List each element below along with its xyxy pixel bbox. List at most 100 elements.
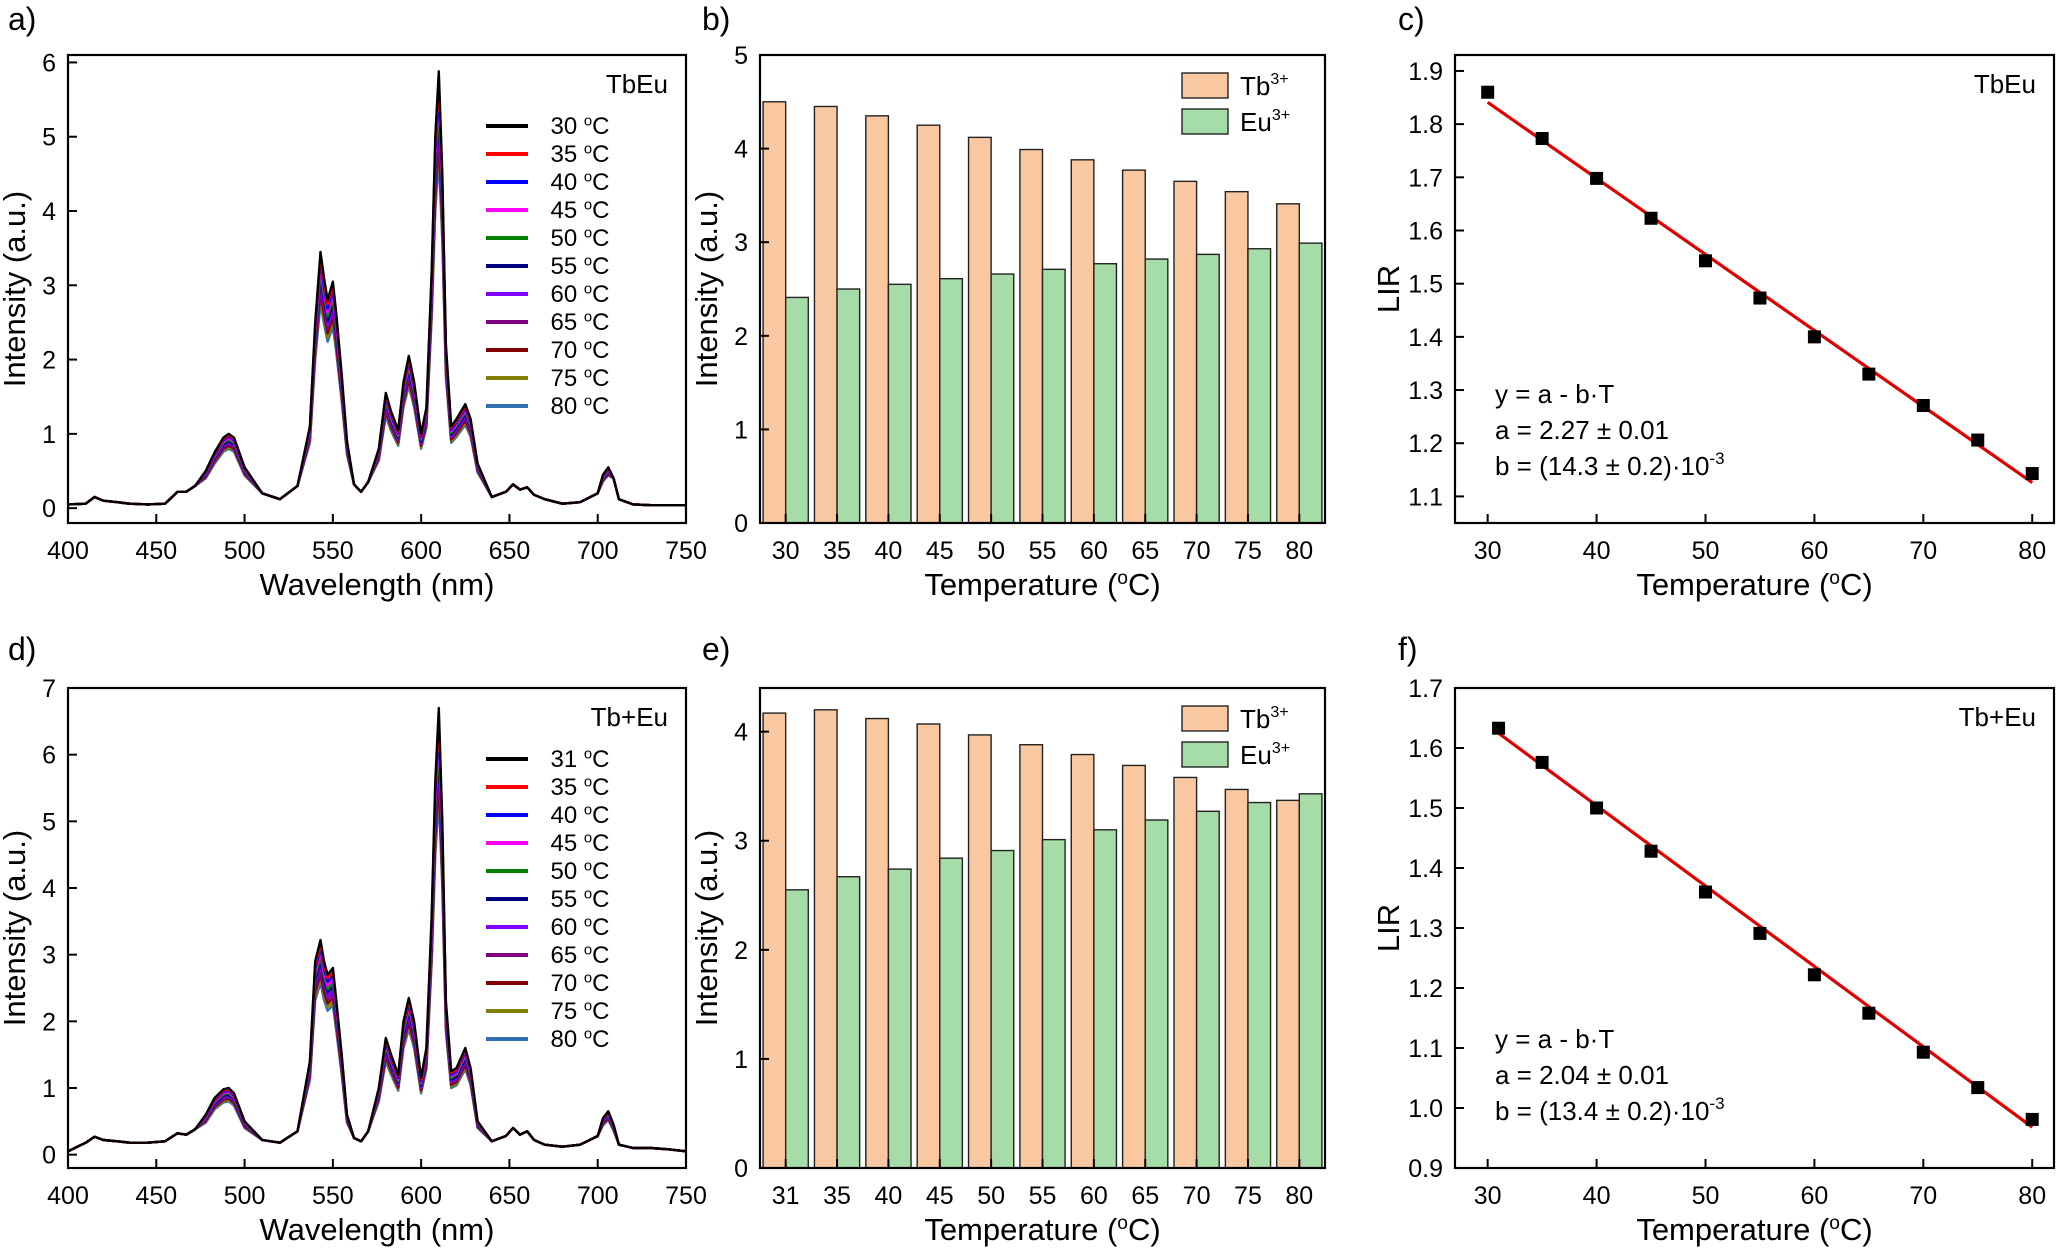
x-tick-label: 80	[1285, 537, 1313, 565]
legend-label-degree: o	[584, 338, 592, 354]
x-tick-label: 500	[224, 1182, 266, 1210]
equation-exponent: -3	[1709, 449, 1724, 468]
legend-label: 35 oC	[551, 774, 610, 801]
x-tick-label: 31	[772, 1182, 800, 1210]
legend-label: 31 oC	[551, 746, 610, 773]
legend-label: Eu3+	[1240, 740, 1290, 770]
x-tick-label: 40	[1583, 537, 1611, 565]
y-tick-label: 5	[734, 42, 748, 70]
legend-label: 50 oC	[551, 858, 610, 885]
legend-label-part: C	[592, 858, 609, 885]
legend-label-part: 45	[551, 197, 584, 224]
x-tick-label: 75	[1234, 1182, 1262, 1210]
legend-label-part: C	[592, 998, 609, 1025]
panel-letter: f)	[1398, 631, 1418, 667]
y-tick-label: 0	[42, 495, 56, 523]
x-tick-label: 650	[489, 537, 531, 565]
x-axis-label-part: Temperature (	[924, 567, 1118, 602]
x-tick-label: 50	[1692, 1182, 1720, 1210]
x-tick-label: 600	[400, 1182, 442, 1210]
legend-label: 65 oC	[551, 309, 610, 336]
bar-eu	[1298, 793, 1323, 1169]
y-tick-label: 1.1	[1408, 1035, 1443, 1063]
bar-eu	[1093, 829, 1118, 1169]
y-tick-label: 2	[42, 347, 56, 375]
x-tick-label: 45	[926, 1182, 954, 1210]
legend-label-part: C	[592, 197, 609, 224]
bar-tb	[1224, 788, 1249, 1169]
legend-label-part: C	[592, 746, 609, 773]
legend-label-part: C	[592, 309, 609, 336]
y-tick-label: 4	[734, 719, 748, 747]
bar-eu	[1247, 248, 1272, 524]
bar-eu	[939, 857, 964, 1169]
legend-superscript: 3+	[1272, 107, 1290, 124]
y-tick-label: 2	[42, 1008, 56, 1036]
legend-label-part: 70	[551, 337, 584, 364]
data-point	[1644, 211, 1658, 225]
y-tick-label: 3	[734, 229, 748, 257]
legend-label-part: C	[592, 802, 609, 829]
bar-eu	[1144, 819, 1169, 1169]
x-tick-label: 400	[47, 1182, 89, 1210]
legend-label-degree: o	[584, 198, 592, 214]
x-tick-label: 400	[47, 537, 89, 565]
x-tick-label: 65	[1131, 1182, 1159, 1210]
legend-label-part: 65	[551, 309, 584, 336]
bar-tb	[1019, 744, 1044, 1169]
y-tick-label: 1	[42, 1075, 56, 1103]
bar-eu	[1195, 253, 1220, 524]
legend-superscript: 3+	[1270, 704, 1288, 721]
bar-tb	[967, 734, 992, 1169]
legend-label-part: 60	[551, 281, 584, 308]
bar-tb	[1224, 190, 1249, 524]
bar-eu	[887, 868, 912, 1169]
y-tick-label: 1	[734, 1046, 748, 1074]
equation-text: b = (13.4 ± 0.2)·10	[1495, 1096, 1709, 1126]
legend-swatch	[1181, 741, 1229, 768]
legend-label-part: C	[592, 774, 609, 801]
bar-tb	[813, 105, 838, 524]
x-axis-label-degree: o	[1829, 568, 1840, 589]
legend-label-part: C	[592, 970, 609, 997]
data-point	[1971, 1081, 1985, 1095]
bar-eu	[836, 876, 861, 1169]
plot-frame	[758, 686, 1327, 1170]
equation-line: y = a - b·T	[1495, 1024, 1614, 1054]
panel-letter: d)	[8, 631, 36, 667]
series-line	[67, 706, 687, 1153]
legend-label-part: 31	[551, 746, 584, 773]
y-tick-label: 1.9	[1408, 58, 1443, 86]
legend-label: 60 oC	[551, 281, 610, 308]
legend-label-part: 50	[551, 858, 584, 885]
legend-label-part: 75	[551, 365, 584, 392]
x-axis-label-part: C)	[1840, 567, 1873, 602]
bar-eu	[990, 273, 1015, 524]
equation-line: b = (13.4 ± 0.2)·10-3	[1495, 1094, 1725, 1126]
legend-label-part: 60	[551, 914, 584, 941]
x-axis-label: Wavelength (nm)	[260, 1212, 495, 1247]
legend-label: 40 oC	[551, 802, 610, 829]
data-point	[1971, 433, 1985, 447]
legend-label: 70 oC	[551, 970, 610, 997]
x-axis-label-degree: o	[1829, 1213, 1840, 1234]
legend-label: 55 oC	[551, 253, 610, 280]
sample-annotation: Tb+Eu	[591, 702, 668, 732]
legend-label: 60 oC	[551, 914, 610, 941]
legend-label: Eu3+	[1240, 107, 1290, 137]
bar-eu	[1298, 242, 1323, 524]
legend-label-part: 50	[551, 225, 584, 252]
legend-label: Tb3+	[1240, 704, 1289, 734]
legend-label-degree: o	[584, 1027, 592, 1043]
legend-label: 65 oC	[551, 942, 610, 969]
legend-label: 40 oC	[551, 169, 610, 196]
x-tick-label: 55	[1029, 537, 1057, 565]
x-tick-label: 700	[577, 537, 619, 565]
data-point	[1698, 254, 1712, 268]
panel-letter: e)	[702, 631, 730, 667]
y-tick-label: 1.6	[1408, 218, 1443, 246]
y-tick-label: 1.0	[1408, 1095, 1443, 1123]
bar-tb	[916, 124, 941, 524]
y-tick-label: 2	[734, 323, 748, 351]
legend-label-degree: o	[584, 366, 592, 382]
